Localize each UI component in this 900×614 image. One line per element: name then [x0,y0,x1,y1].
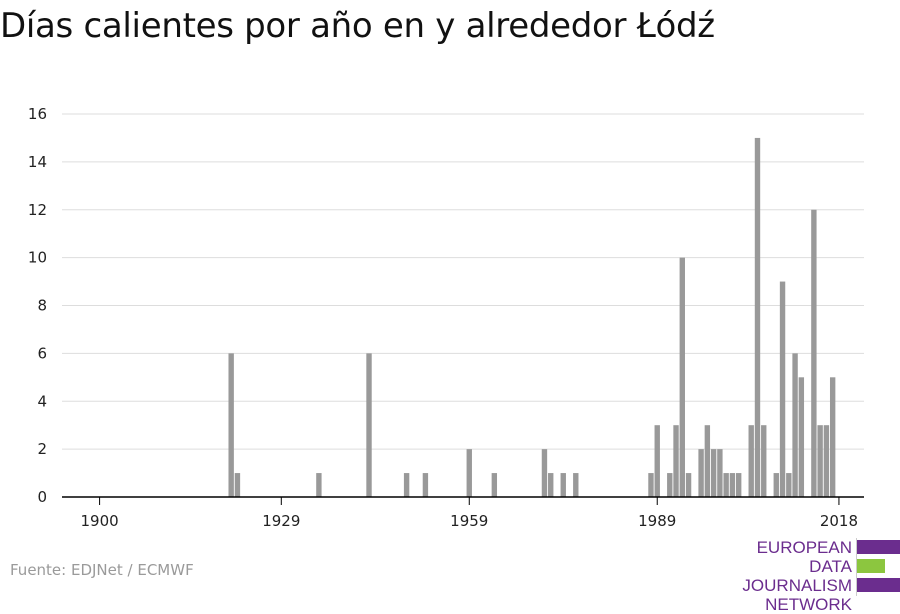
y-tick-label: 14 [28,153,47,171]
bar [648,473,654,497]
y-tick-label: 2 [37,440,47,458]
bar [717,449,723,497]
bar [316,473,322,497]
bar [548,473,554,497]
bar [685,473,692,497]
bar [667,473,673,497]
bar [491,473,498,497]
bar [366,353,372,497]
bar [573,473,579,497]
bar [234,473,241,497]
bar [748,425,754,497]
logo-bar-green [857,559,885,573]
x-axis: 1900 1929 1959 1989 2018 [62,496,864,530]
y-tick-label: 10 [28,249,47,267]
bar [773,473,779,497]
logo-divider [856,538,857,596]
chart-title: Días calientes por año en y alrededor Łó… [0,6,715,46]
logo-line-3: NETWORK [765,595,852,614]
bar [829,377,836,497]
y-tick-label: 8 [37,297,47,315]
bar [679,257,685,497]
bar [779,281,786,497]
bar [673,425,679,497]
bar [422,473,429,497]
bar [786,473,792,497]
x-tick-label: 1959 [450,512,488,530]
edjnet-logo: EUROPEAN DATA JOURNALISM NETWORK [700,538,900,614]
bar [792,353,798,497]
grid-lines [62,113,864,450]
bar [761,425,767,497]
bar [710,449,717,497]
x-tick-label: 1989 [638,512,676,530]
bar [403,473,410,497]
bar [541,449,548,497]
bar [228,353,234,497]
bar [698,449,704,497]
bar-chart: 0 2 4 6 8 10 12 14 16 1900 1929 1959 1989 2018 [28,105,864,530]
bar [723,473,729,497]
bar [754,137,761,497]
source-note: Fuente: EDJNet / ECMWF [10,561,194,579]
bar [729,473,736,497]
bar [704,425,711,497]
y-tick-label: 0 [37,488,47,506]
bar [823,425,830,497]
bar [798,377,805,497]
y-tick-label: 12 [28,201,47,219]
bar [654,425,660,497]
x-tick-label: 1900 [81,512,119,530]
y-tick-label: 4 [37,392,47,410]
bars [228,137,836,497]
x-tick-label: 2018 [820,512,858,530]
bar [811,209,817,497]
x-tick-label: 1929 [262,512,300,530]
bar [466,449,472,497]
bar [817,425,823,497]
logo-line-2: DATA JOURNALISM [742,557,852,595]
bar [560,473,566,497]
logo-line-1: EUROPEAN [756,538,852,557]
logo-bar-purple-bottom [857,578,900,592]
logo-bar-purple-top [857,540,900,554]
y-axis-labels: 0 2 4 6 8 10 12 14 16 [28,105,47,506]
bar [735,473,742,497]
y-tick-label: 6 [37,344,47,362]
logo-text: EUROPEAN DATA JOURNALISM NETWORK [700,538,852,614]
y-tick-label: 16 [28,105,47,123]
